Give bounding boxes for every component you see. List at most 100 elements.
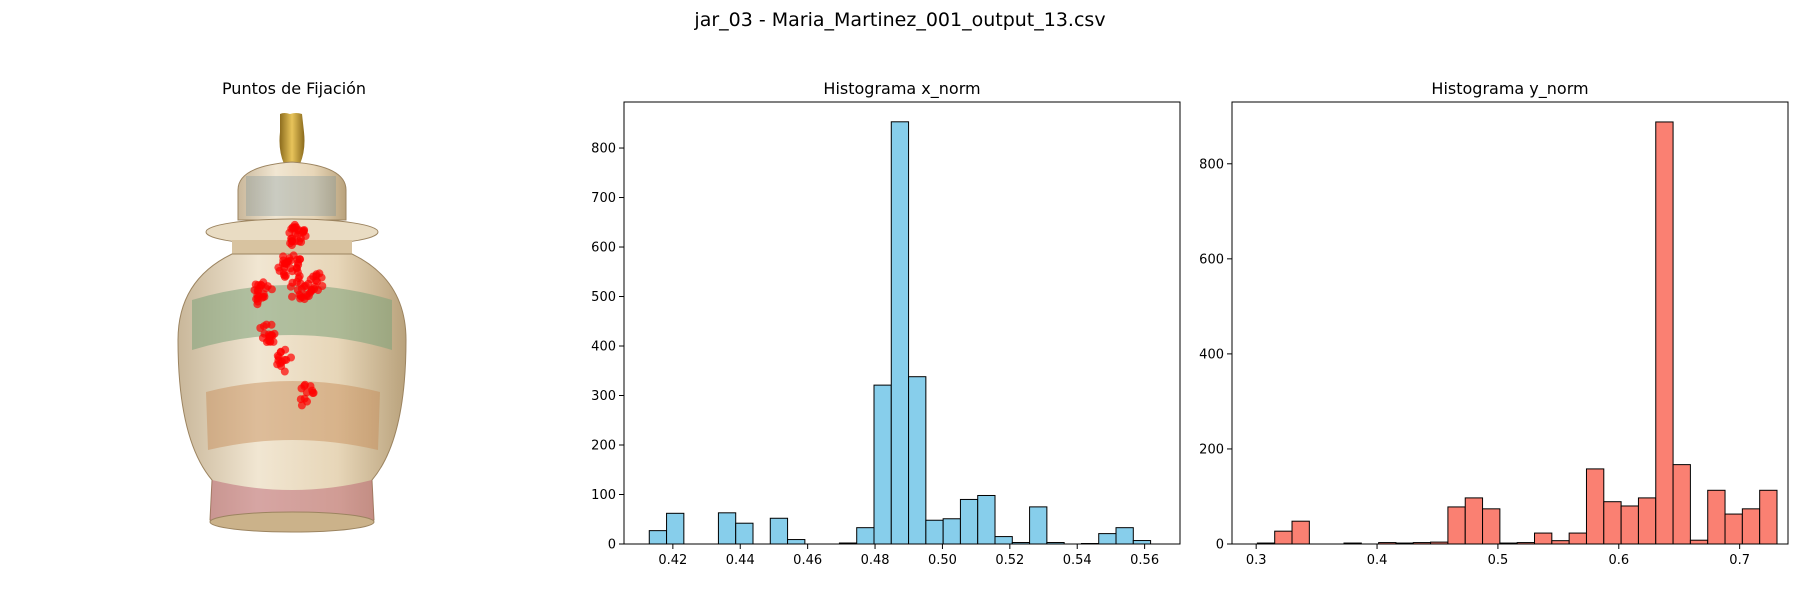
y-norm-histogram: Histograma y_norm 0.3 0.4 0.5 0.6 0.7 0 200 40… bbox=[1199, 79, 1789, 568]
x-hist-x-tick-label: 0.42 bbox=[658, 553, 687, 568]
x-hist-bar bbox=[925, 519, 944, 545]
image-panel-title: Puntos de Fijación bbox=[222, 79, 366, 98]
y-hist-axes-frame bbox=[1231, 101, 1789, 545]
fixation-point bbox=[276, 347, 285, 356]
y-hist-bar bbox=[1707, 489, 1726, 545]
y-hist-bar bbox=[1585, 468, 1605, 545]
y-hist-y-tick-label: 0 bbox=[1216, 538, 1224, 553]
y-hist-bar bbox=[1724, 513, 1743, 545]
y-hist-bar bbox=[1274, 530, 1293, 545]
y-hist-bar bbox=[1482, 508, 1501, 545]
fixation-point bbox=[286, 282, 295, 291]
x-hist-bar bbox=[769, 517, 789, 545]
fixation-point bbox=[277, 362, 286, 371]
x-hist-title: Histograma x_norm bbox=[823, 79, 980, 99]
y-hist-x-tick-label: 0.7 bbox=[1729, 553, 1750, 568]
y-hist-y-tick-label: 200 bbox=[1199, 442, 1224, 457]
x-hist-x-tick-label: 0.54 bbox=[1063, 553, 1092, 568]
y-hist-y-tick-label: 800 bbox=[1199, 157, 1224, 172]
x-hist-x-tick-label: 0.46 bbox=[793, 553, 822, 568]
y-hist-bar bbox=[1534, 532, 1553, 545]
x-hist-bar bbox=[735, 522, 754, 545]
fixation-point bbox=[296, 292, 305, 301]
fixation-point bbox=[267, 320, 276, 329]
x-hist-bar bbox=[856, 527, 875, 545]
figure-suptitle: jar_03 - Maria_Martinez_001_output_13.cs… bbox=[693, 9, 1105, 31]
x-hist-axes-frame bbox=[623, 101, 1181, 545]
x-hist-bar bbox=[666, 512, 685, 545]
x-hist-x-tick-label: 0.50 bbox=[928, 553, 957, 568]
x-hist-y-tick-label: 700 bbox=[591, 191, 616, 206]
x-hist-bar bbox=[1029, 506, 1048, 545]
fixation-point bbox=[281, 271, 290, 280]
x-hist-bar bbox=[1115, 527, 1134, 545]
x-hist-bar bbox=[1132, 540, 1152, 545]
x-hist-bar bbox=[873, 384, 892, 545]
y-hist-x-tick-label: 0.6 bbox=[1608, 553, 1629, 568]
fixation-point bbox=[296, 255, 304, 264]
x-hist-bar bbox=[994, 536, 1013, 545]
fixation-point bbox=[254, 281, 263, 290]
image-panel: Puntos de Fijación bbox=[177, 79, 407, 533]
y-hist-bar bbox=[1620, 505, 1639, 545]
fixation-point bbox=[313, 277, 322, 286]
fixation-point bbox=[259, 322, 268, 331]
fixation-point bbox=[301, 281, 310, 290]
y-hist-bar bbox=[1291, 520, 1310, 545]
y-hist-bar bbox=[1464, 497, 1484, 545]
fixation-point bbox=[253, 294, 262, 303]
y-hist-y-tick-label: 600 bbox=[1199, 252, 1224, 267]
x-hist-y-ticks: 0 100 200 300 400 500 600 700 800 bbox=[591, 142, 624, 553]
y-hist-bars bbox=[1256, 121, 1778, 545]
y-hist-bar bbox=[1672, 464, 1691, 545]
y-hist-bar bbox=[1759, 489, 1778, 545]
x-hist-x-ticks: 0.42 0.44 0.46 0.48 0.50 0.52 0.54 0.56 bbox=[658, 544, 1159, 568]
x-hist-bar bbox=[977, 494, 996, 545]
fixation-point bbox=[288, 237, 297, 246]
x-hist-y-tick-label: 200 bbox=[591, 439, 616, 454]
fixation-point bbox=[303, 397, 311, 406]
x-hist-bar bbox=[1098, 533, 1117, 545]
x-hist-x-tick-label: 0.52 bbox=[995, 553, 1024, 568]
x-hist-y-tick-label: 400 bbox=[591, 340, 616, 355]
fixation-points bbox=[250, 220, 327, 410]
fixation-point bbox=[275, 266, 284, 275]
x-hist-y-tick-label: 500 bbox=[591, 290, 616, 305]
fixation-point bbox=[290, 220, 299, 229]
x-hist-bar bbox=[959, 498, 979, 545]
fixation-point bbox=[286, 264, 295, 273]
y-hist-x-tick-label: 0.3 bbox=[1246, 553, 1267, 568]
x-norm-histogram: Histograma x_norm 0.42 0.44 0.46 0.48 0.50 0.… bbox=[591, 79, 1181, 568]
fixation-point bbox=[253, 300, 262, 309]
y-hist-bar bbox=[1447, 506, 1466, 545]
fixation-point bbox=[283, 257, 292, 266]
fixation-point bbox=[308, 386, 317, 395]
fixation-point bbox=[288, 292, 296, 301]
y-hist-bar bbox=[1568, 532, 1587, 545]
x-hist-y-tick-label: 100 bbox=[591, 488, 616, 503]
y-hist-x-tick-label: 0.5 bbox=[1488, 553, 1509, 568]
y-hist-y-tick-label: 400 bbox=[1199, 347, 1224, 362]
x-hist-bar bbox=[717, 512, 737, 545]
x-hist-y-tick-label: 600 bbox=[591, 241, 616, 256]
fixation-point bbox=[294, 230, 302, 239]
fixation-point bbox=[267, 285, 276, 294]
x-hist-bar bbox=[648, 530, 668, 545]
y-hist-bar bbox=[1689, 539, 1709, 545]
y-hist-title: Histograma y_norm bbox=[1431, 79, 1588, 99]
y-hist-bar bbox=[1603, 501, 1622, 545]
fixation-point bbox=[312, 270, 321, 279]
fixation-point bbox=[260, 292, 269, 301]
fixation-point bbox=[262, 338, 271, 346]
fixation-point bbox=[302, 292, 311, 301]
x-hist-bar bbox=[787, 539, 806, 545]
x-hist-y-tick-label: 0 bbox=[608, 538, 616, 553]
x-hist-bar bbox=[942, 518, 961, 545]
y-hist-x-tick-label: 0.4 bbox=[1367, 553, 1388, 568]
y-hist-x-ticks: 0.3 0.4 0.5 0.6 0.7 bbox=[1246, 544, 1750, 568]
x-hist-bar bbox=[890, 121, 910, 545]
y-hist-y-ticks: 0 200 400 600 800 bbox=[1199, 157, 1232, 553]
x-hist-x-tick-label: 0.44 bbox=[726, 553, 755, 568]
fixation-point bbox=[297, 384, 306, 393]
x-hist-x-tick-label: 0.48 bbox=[861, 553, 890, 568]
